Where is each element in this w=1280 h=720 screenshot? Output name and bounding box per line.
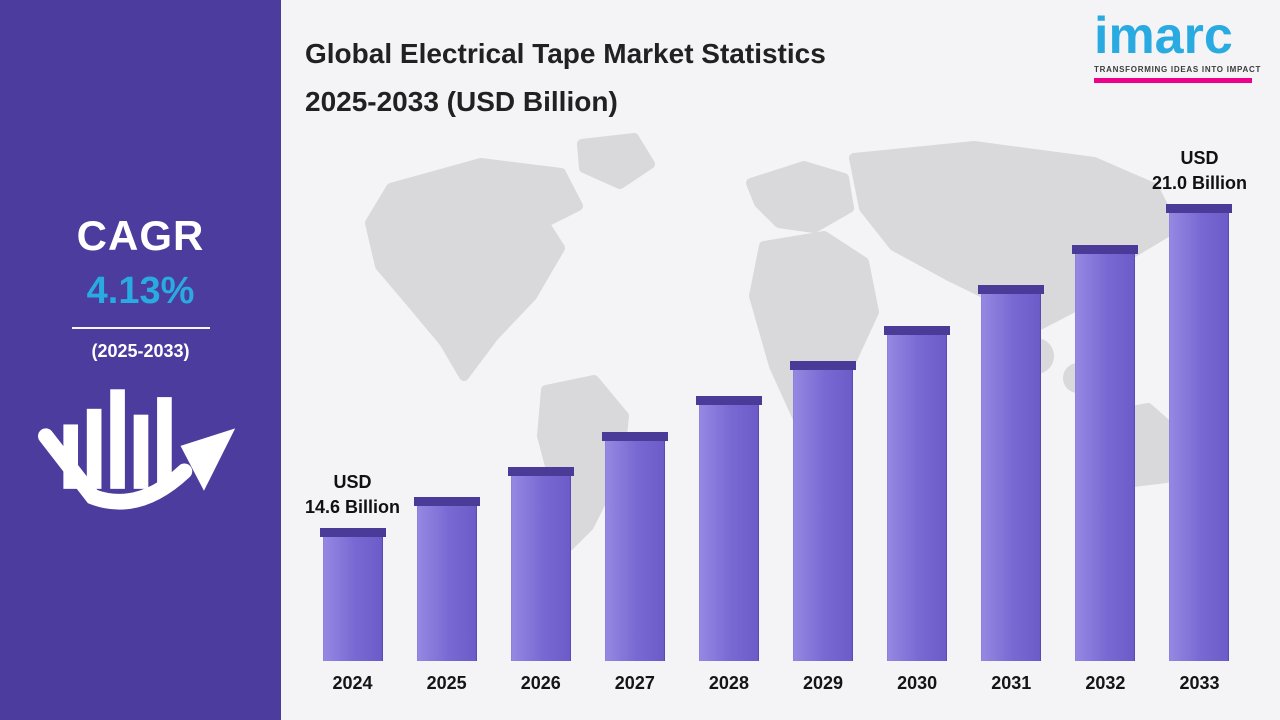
cagr-label: CAGR <box>76 212 205 259</box>
x-axis-label-2025: 2025 <box>426 673 467 693</box>
bar-value-label-2033: USD 21.0 Billion <box>1151 147 1247 193</box>
bar-column-2029: 2029 <box>777 132 870 694</box>
bar-column-2027: 2027 <box>588 132 681 694</box>
imarc-logo-accent-bar <box>1094 78 1252 83</box>
x-axis-label-2032: 2032 <box>1085 673 1126 693</box>
x-axis-label-2024: 2024 <box>332 673 373 693</box>
x-axis-label-2030: 2030 <box>897 673 938 693</box>
x-axis-label-2029: 2029 <box>803 673 844 693</box>
bar-column-2031: 2031 <box>965 132 1058 694</box>
x-axis-label-2031: 2031 <box>991 673 1032 693</box>
imarc-logo: imarc TRANSFORMING IDEAS INTO IMPACT <box>1094 7 1262 83</box>
bar-2029 <box>790 361 857 661</box>
bar-column-2026: 2026 <box>494 132 587 694</box>
bar-column-2033: USD 21.0 Billion 2033 <box>1152 132 1247 694</box>
imarc-logo-tagline: TRANSFORMING IDEAS INTO IMPACT <box>1094 65 1262 74</box>
imarc-logo-text: imarc <box>1094 7 1233 65</box>
cagr-divider <box>71 327 210 329</box>
chart-title: Global Electrical Tape Market Statistics… <box>305 30 1025 125</box>
bar-2033 <box>1166 204 1233 661</box>
bar-2026 <box>507 467 574 661</box>
x-axis-label-2033: 2033 <box>1179 673 1220 693</box>
chart-title-line2: 2025-2033 (USD Billion) <box>305 85 618 117</box>
bar-column-2024: USD 14.6 Billion 2024 <box>305 132 400 694</box>
x-axis-label-2026: 2026 <box>520 673 561 693</box>
bar-2027 <box>601 432 668 661</box>
growth-arrow-icon <box>38 389 236 510</box>
bar-2030 <box>884 326 951 661</box>
x-axis-label-2028: 2028 <box>708 673 749 693</box>
bar-chart: USD 14.6 Billion 2024 2025 2026 2027 2028 2029 2… <box>305 132 1247 694</box>
bar-column-2028: 2028 <box>682 132 775 694</box>
bar-column-2025: 2025 <box>400 132 493 694</box>
bar-2028 <box>695 396 762 661</box>
main-area: Global Electrical Tape Market Statistics… <box>281 0 1280 720</box>
sidebar: CAGR 4.13% (2025-2033) <box>0 0 281 720</box>
cagr-period: (2025-2033) <box>91 341 190 361</box>
bar-2024 <box>319 528 386 661</box>
cagr-block: CAGR 4.13% (2025-2033) <box>0 212 281 362</box>
bar-2025 <box>413 497 480 661</box>
chart-title-line1: Global Electrical Tape Market Statistics <box>305 38 826 69</box>
bar-column-2032: 2032 <box>1059 132 1152 694</box>
bar-column-2030: 2030 <box>871 132 964 694</box>
bar-2032 <box>1072 245 1139 661</box>
x-axis-label-2027: 2027 <box>614 673 655 693</box>
cagr-value: 4.13% <box>86 270 195 312</box>
bar-value-label-2024: USD 14.6 Billion <box>304 471 401 517</box>
bar-2031 <box>978 285 1045 661</box>
